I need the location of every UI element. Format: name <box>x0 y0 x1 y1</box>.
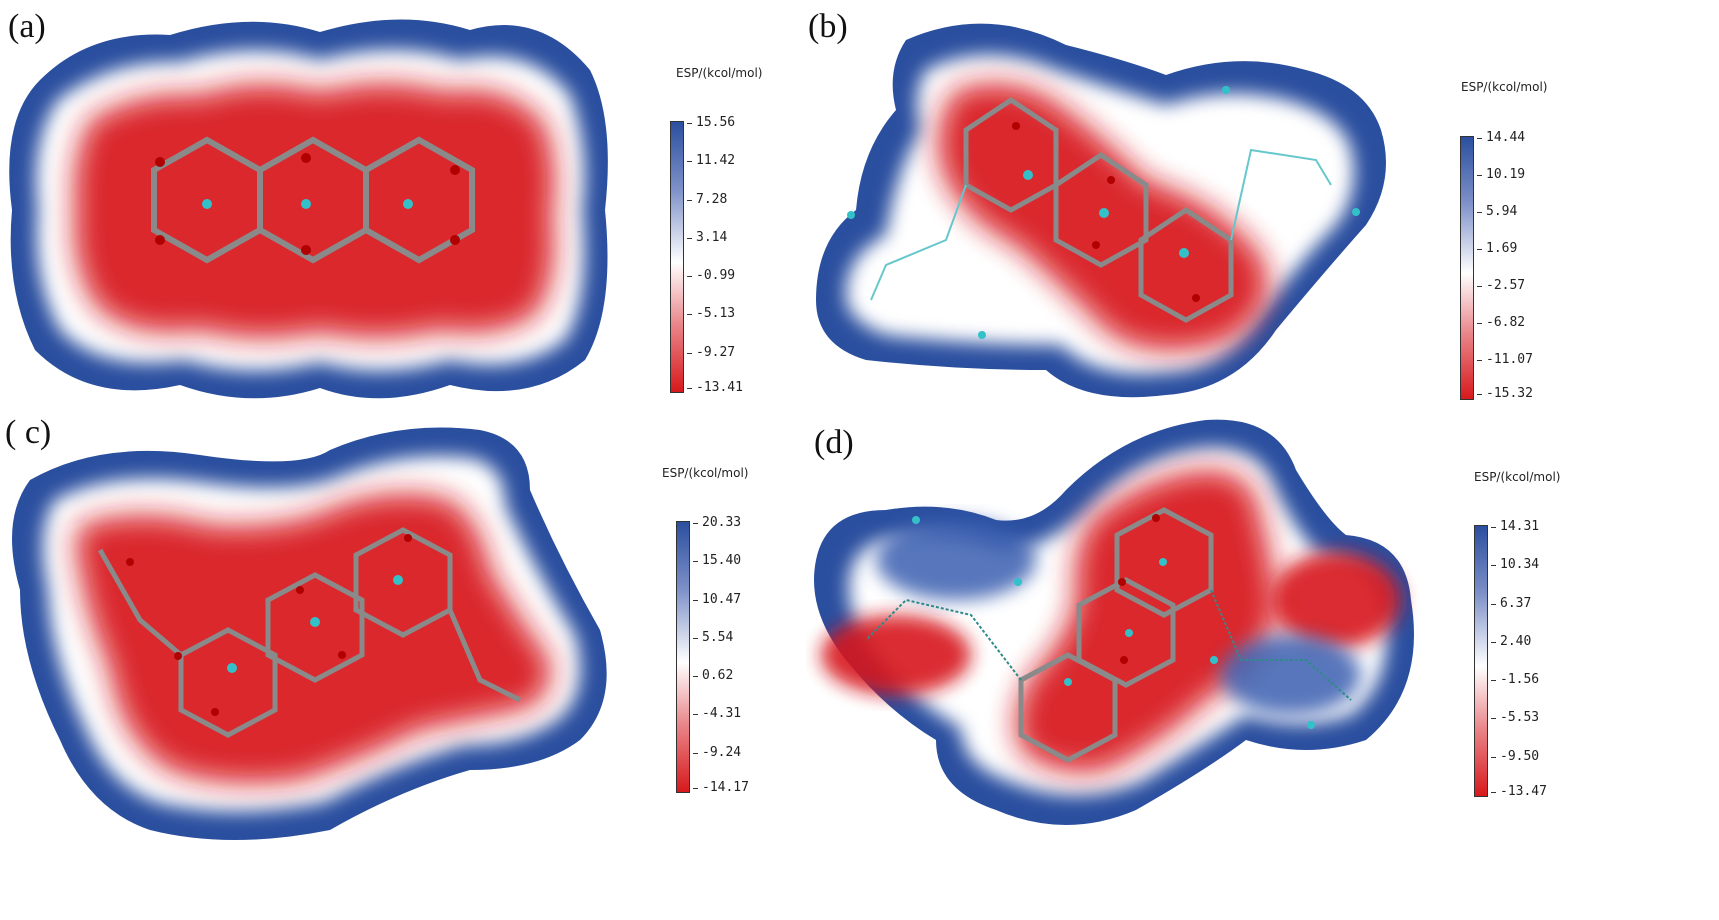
colorbar-tick: -9.50 <box>1490 749 1540 764</box>
colorbar-tick: -6.82 <box>1476 315 1526 330</box>
molecular-surface <box>814 419 1414 825</box>
colorbar <box>1460 136 1474 400</box>
colorbar-tick: 1.69 <box>1476 241 1518 256</box>
atoms <box>847 86 1360 339</box>
colorbar-tick: 10.34 <box>1490 557 1540 572</box>
esp-surface-d <box>814 419 1414 825</box>
atoms <box>155 153 460 255</box>
colorbar-tick: -0.99 <box>686 268 736 283</box>
substituents <box>870 148 1332 301</box>
colorbar-tick: -14.17 <box>693 780 749 795</box>
esp-surface-c <box>12 427 607 840</box>
colorbar-tick: -15.32 <box>1477 386 1533 401</box>
panel-b: (b) ESP/(kcol/mol) 14.44 10.19 5.94 1.69… <box>806 0 1665 460</box>
colorbar-tick: -13.47 <box>1491 784 1547 799</box>
atoms <box>126 534 412 716</box>
colorbar-tick: 10.47 <box>692 592 742 607</box>
colorbar-tick: 5.94 <box>1476 204 1518 219</box>
colorbar-title: ESP/(kcol/mol) <box>676 66 763 80</box>
colorbar-title: ESP/(kcol/mol) <box>1461 80 1548 94</box>
colorbar-tick: 14.44 <box>1476 130 1526 145</box>
esp-surface-b <box>816 23 1386 398</box>
panel-label: (b) <box>808 8 848 45</box>
substituents <box>865 589 1352 701</box>
colorbar-tick: -9.27 <box>686 345 736 360</box>
colorbar-tick: 15.40 <box>692 553 742 568</box>
colorbar-tick: 11.42 <box>686 153 736 168</box>
colorbar-title: ESP/(kcol/mol) <box>1474 470 1561 484</box>
colorbar-tick: -2.57 <box>1476 278 1526 293</box>
colorbar-tick: -4.31 <box>692 706 742 721</box>
colorbar-tick: 15.56 <box>686 115 736 130</box>
colorbar <box>676 521 690 793</box>
colorbar-tick: -13.41 <box>687 380 743 395</box>
colorbar-tick: 10.19 <box>1476 167 1526 182</box>
molecule-skeleton <box>97 527 522 738</box>
panel-label: (a) <box>8 8 46 45</box>
colorbar-title: ESP/(kcol/mol) <box>662 466 749 480</box>
colorbar-tick: -5.53 <box>1490 710 1540 725</box>
colorbar-tick: 3.14 <box>686 230 728 245</box>
molecular-surface <box>9 19 608 399</box>
panel-label: ( c) <box>5 414 52 451</box>
colorbar <box>1474 525 1488 797</box>
panel-d: (d) ESP/(kcol/mol) 14.31 10.34 6.37 2.40… <box>806 410 1665 870</box>
colorbar-tick: 0.62 <box>692 668 734 683</box>
colorbar-tick: 7.28 <box>686 192 728 207</box>
colorbar-tick: 20.33 <box>692 515 742 530</box>
colorbar-tick: -9.24 <box>692 745 742 760</box>
atoms <box>912 514 1315 729</box>
colorbar-tick: 6.37 <box>1490 596 1532 611</box>
panel-a: (a) ESP/(kcol/mol) 15.56 11.42 7.28 3.14… <box>0 0 859 460</box>
colorbar-tick: -1.56 <box>1490 672 1540 687</box>
colorbar-tick: 14.31 <box>1490 519 1540 534</box>
panel-c: ( c) ESP/(kcol/mol) 20.33 15.40 10.47 5.… <box>0 410 859 870</box>
esp-surface-a <box>9 19 608 399</box>
panel-label: (d) <box>814 424 854 461</box>
colorbar-tick: -5.13 <box>686 306 736 321</box>
molecule-skeleton <box>151 136 475 264</box>
molecular-surface <box>12 427 607 840</box>
colorbar-tick: 5.54 <box>692 630 734 645</box>
colorbar-tick: 2.40 <box>1490 634 1532 649</box>
colorbar-tick: -11.07 <box>1477 352 1533 367</box>
colorbar <box>670 121 684 393</box>
